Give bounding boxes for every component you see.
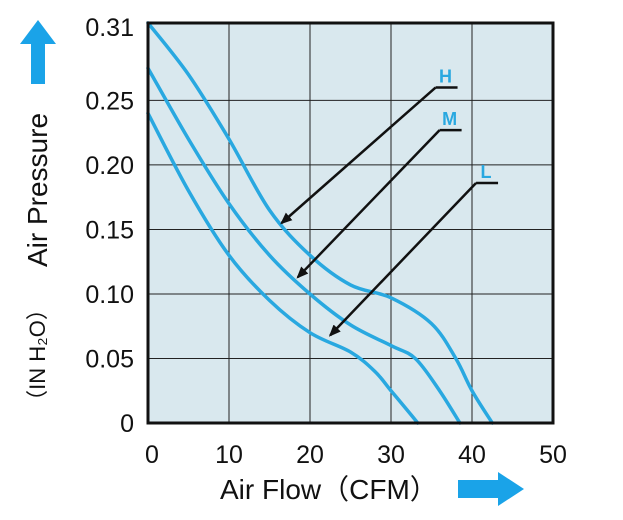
y-tick-label: 0.05 [85,345,134,373]
grid [148,23,553,423]
curve-label-h: H [439,67,452,87]
curves [146,21,495,425]
x-tick-label: 50 [539,441,567,469]
tick-labels: 0 10 20 30 40 50 0 0.05 0.10 0.15 0.20 0.25 0.31 [85,14,567,469]
annotation-arrow-l [328,182,477,337]
x-tick-label: 30 [377,441,405,469]
annotation-arrow-m [296,129,441,279]
up-arrow-icon [20,20,56,84]
y-tick-label: 0 [120,410,134,438]
x-axis-title: Air Flow（CFM） [220,474,438,505]
y-axis-title: Air Pressure [22,113,53,267]
curve-label-l: L [481,162,492,182]
x-tick-label: 40 [458,441,486,469]
y-tick-label: 0.25 [85,87,134,115]
curve-m [146,66,462,425]
curve-annotations: H M L [280,67,499,337]
x-tick-label: 10 [215,441,243,469]
right-arrow-icon [458,472,524,506]
annotation-arrow-h [280,86,437,225]
plot-frame [146,21,555,425]
y-tick-label: 0.15 [85,216,134,244]
x-tick-label: 20 [296,441,324,469]
y-axis-unit: （IN H₂O） [25,298,50,412]
curve-l [146,111,420,425]
x-tick-label: 0 [145,441,159,469]
y-tick-label: 0.10 [85,281,134,309]
curve-h [146,21,495,425]
y-tick-label: 0.20 [85,152,134,180]
curve-label-m: M [442,109,457,129]
y-tick-label: 0.31 [85,14,134,42]
